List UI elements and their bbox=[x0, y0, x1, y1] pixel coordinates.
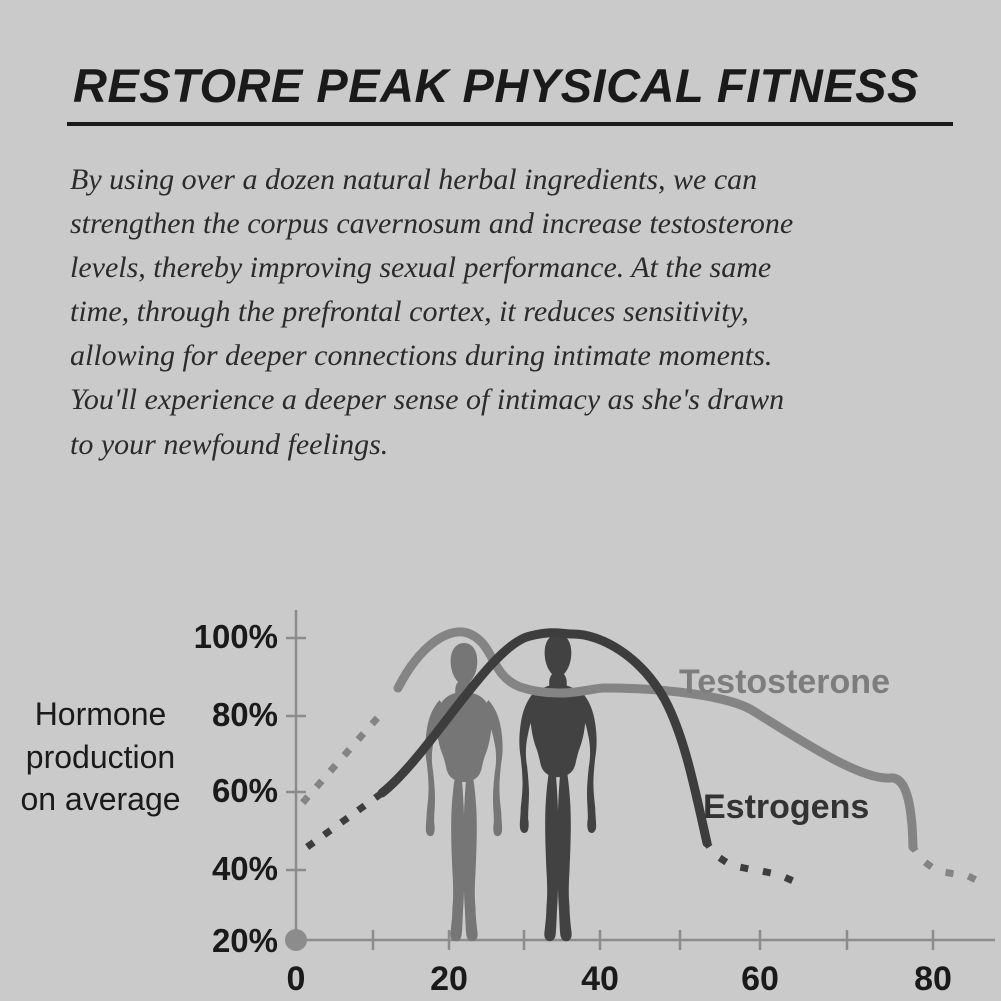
svg-text:20: 20 bbox=[430, 960, 468, 998]
svg-text:40%: 40% bbox=[212, 850, 278, 887]
svg-text:60: 60 bbox=[741, 960, 779, 998]
svg-text:20%: 20% bbox=[212, 922, 278, 959]
svg-text:100%: 100% bbox=[194, 618, 278, 655]
svg-text:0: 0 bbox=[287, 960, 306, 998]
svg-text:80%: 80% bbox=[212, 696, 278, 733]
svg-text:Estrogens: Estrogens bbox=[703, 788, 869, 826]
svg-text:60%: 60% bbox=[212, 772, 278, 809]
svg-text:Testosterone: Testosterone bbox=[679, 663, 890, 701]
svg-text:80: 80 bbox=[914, 960, 952, 998]
svg-text:40: 40 bbox=[581, 960, 619, 998]
